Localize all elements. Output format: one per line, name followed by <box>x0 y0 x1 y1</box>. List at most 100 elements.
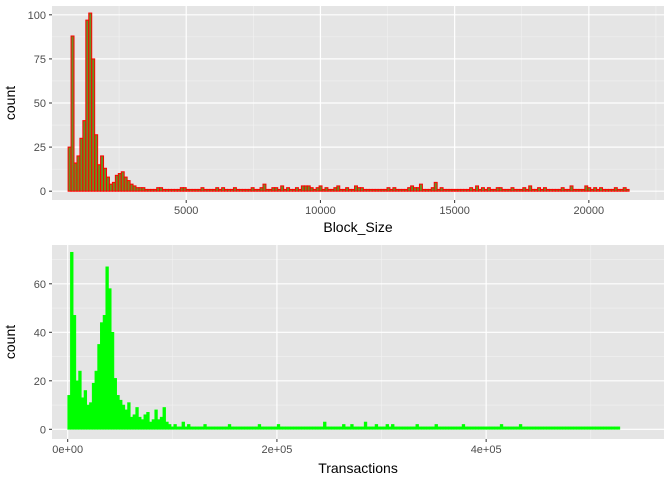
histogram-bar <box>554 426 558 430</box>
histogram-bar <box>70 251 74 430</box>
histogram-bar <box>214 426 218 430</box>
histogram-bar <box>67 395 71 430</box>
histogram-bar <box>257 424 262 430</box>
histogram-bar <box>358 426 362 430</box>
histogram-bar <box>309 426 313 430</box>
histogram-bar <box>440 426 444 430</box>
y-tick-label: 60 <box>34 279 46 291</box>
histogram-bar <box>616 426 621 430</box>
histogram-bar <box>423 426 428 430</box>
histogram-bar <box>584 426 588 430</box>
histogram-bar <box>611 426 615 430</box>
histogram-bar <box>200 426 204 430</box>
histogram-bar <box>70 35 75 192</box>
histogram-bar <box>336 185 341 192</box>
y-axis-title: count <box>2 325 18 359</box>
histogram-bar <box>317 426 321 430</box>
histogram-bar <box>268 426 272 430</box>
histogram-bar <box>499 424 504 430</box>
histogram-bar <box>110 332 115 430</box>
histogram-bar <box>320 426 324 430</box>
histogram-bar <box>475 426 479 430</box>
histogram-bar <box>132 414 136 430</box>
histogram-bar <box>100 322 104 430</box>
x-axis-title: Transactions <box>318 460 398 476</box>
histogram-bar <box>380 426 384 430</box>
histogram-bar <box>625 188 630 192</box>
histogram-bar <box>252 426 256 430</box>
histogram-bar <box>83 390 88 430</box>
histogram-bar <box>159 416 164 430</box>
histogram-bar <box>135 407 139 430</box>
histogram-bar <box>216 426 221 430</box>
histogram-bar <box>513 426 517 430</box>
histogram-bar <box>442 426 447 430</box>
histogram-bar <box>467 426 471 430</box>
histogram-bar <box>260 426 264 430</box>
histogram-bar <box>535 426 539 430</box>
histogram-bar <box>570 426 574 430</box>
histogram-bar <box>537 426 542 430</box>
histogram-bar <box>342 424 346 430</box>
histogram-bar <box>102 315 107 430</box>
histogram-bar <box>527 426 531 430</box>
histogram-bar <box>355 426 360 430</box>
histogram-bar <box>244 426 248 430</box>
histogram-bar <box>263 426 267 430</box>
histogram-bar <box>603 426 607 430</box>
histogram-bar <box>138 416 142 430</box>
histogram-bar <box>325 426 330 430</box>
histogram-bar <box>197 426 202 430</box>
histogram-bar <box>461 424 466 430</box>
histogram-bar <box>97 344 101 430</box>
histogram-bar <box>91 58 96 192</box>
x-tick-label: 0e+00 <box>52 444 83 456</box>
histogram-bar <box>279 426 283 430</box>
histogram-bar <box>173 424 177 430</box>
histogram-bar <box>208 426 213 430</box>
histogram-bar <box>488 426 493 430</box>
histogram-bar <box>486 426 490 430</box>
histogram-bar <box>347 426 351 430</box>
y-tick-label: 75 <box>34 54 46 66</box>
histogram-bar <box>336 426 340 430</box>
histogram-bar <box>567 426 572 430</box>
histogram-bar <box>287 426 292 430</box>
histogram-bar <box>227 424 232 430</box>
histogram-bar <box>546 426 550 430</box>
histogram-bar <box>529 426 534 430</box>
histogram-bar <box>236 426 240 430</box>
histogram-bar <box>472 426 476 430</box>
histogram-bar <box>518 424 523 430</box>
histogram-bar <box>418 183 423 192</box>
histogram-bar <box>295 426 300 430</box>
histogram-bar <box>241 426 245 430</box>
histogram-bar <box>280 185 285 192</box>
histogram-bar <box>151 419 156 430</box>
histogram-bar <box>576 426 580 430</box>
histogram-bar <box>146 412 150 430</box>
histogram-bar <box>89 402 93 430</box>
histogram-bar <box>176 426 180 430</box>
histogram-bar <box>86 404 90 430</box>
histogram-bar <box>165 421 169 430</box>
histogram-bar <box>456 426 460 430</box>
histogram-bar <box>154 409 158 430</box>
histogram-bar <box>548 426 553 430</box>
histogram-bar <box>274 426 278 430</box>
histogram-bar <box>75 380 79 430</box>
histogram-bar <box>78 370 82 430</box>
histogram-bar <box>140 419 145 430</box>
y-tick-label: 20 <box>34 376 46 388</box>
histogram-bar <box>363 421 368 430</box>
histogram-bar <box>91 382 96 430</box>
x-tick-label: 5000 <box>174 205 198 217</box>
bars <box>67 251 621 430</box>
histogram-bar <box>502 426 506 430</box>
x-axis-title: Block_Size <box>323 219 392 235</box>
y-tick-label: 0 <box>40 186 46 198</box>
histogram-bar <box>434 424 438 430</box>
histogram-bar <box>569 185 574 192</box>
histogram-bar <box>116 395 120 430</box>
histogram-bar <box>592 426 596 430</box>
